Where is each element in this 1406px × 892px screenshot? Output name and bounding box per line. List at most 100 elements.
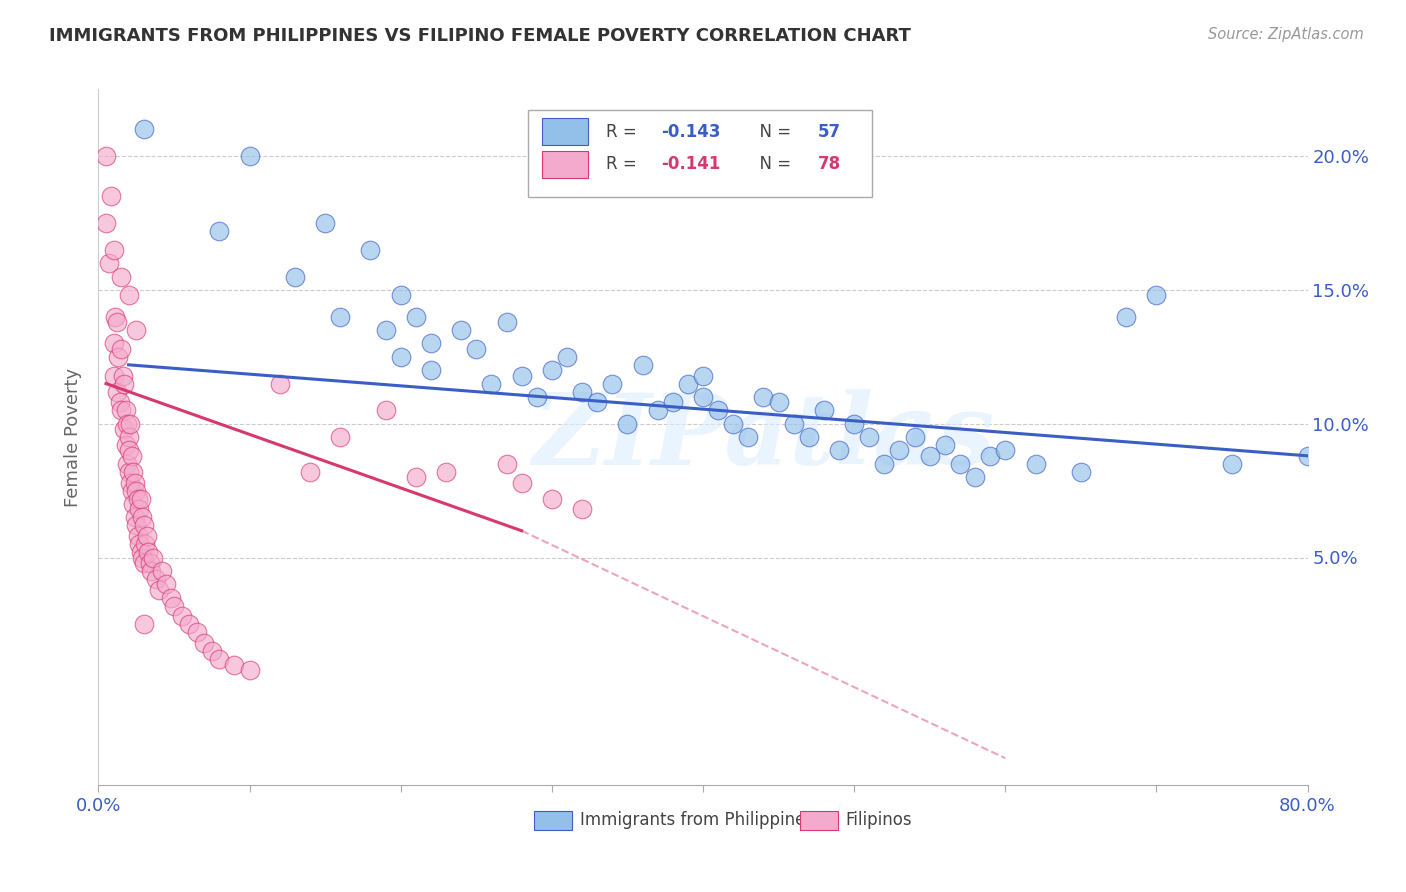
Point [148, 582, 170, 597]
Point [555, 350, 578, 364]
Point [145, 572, 167, 586]
Point [160, 591, 183, 605]
Point [115, 457, 138, 471]
Point [239, 149, 262, 163]
Point [450, 323, 472, 337]
Point [150, 564, 173, 578]
Point [616, 417, 638, 431]
Text: Immigrants from Philippines: Immigrants from Philippines [579, 812, 814, 830]
Point [122, 465, 145, 479]
Point [131, 550, 153, 565]
Point [208, 224, 231, 238]
Point [120, 475, 142, 490]
Point [111, 368, 134, 383]
Point [125, 518, 148, 533]
Point [571, 384, 593, 399]
Point [571, 502, 593, 516]
Text: ZIPatlas: ZIPatlas [533, 389, 994, 485]
Point [120, 417, 142, 431]
Point [128, 537, 150, 551]
Text: IMMIGRANTS FROM PHILIPPINES VS FILIPINO FEMALE POVERTY CORRELATION CHART: IMMIGRANTS FROM PHILIPPINES VS FILIPINO … [49, 27, 911, 45]
Point [692, 368, 714, 383]
Point [783, 417, 806, 431]
Point [405, 310, 427, 324]
Point [420, 363, 443, 377]
Point [314, 216, 336, 230]
Point [110, 269, 132, 284]
Point [193, 636, 215, 650]
Point [979, 449, 1001, 463]
Point [510, 368, 533, 383]
Point [129, 491, 152, 506]
Point [813, 403, 835, 417]
Point [132, 518, 155, 533]
Point [135, 529, 157, 543]
Point [737, 430, 759, 444]
Point [540, 491, 562, 506]
Point [163, 599, 186, 613]
Bar [543, 151, 588, 178]
Point [828, 443, 851, 458]
Point [105, 315, 128, 329]
Point [692, 390, 714, 404]
Text: Filipinos: Filipinos [845, 812, 912, 830]
Point [94, 149, 117, 163]
Point [420, 336, 443, 351]
Point [752, 390, 775, 404]
Point [139, 556, 162, 570]
Text: N =: N = [749, 155, 796, 173]
Point [434, 465, 457, 479]
Bar [534, 811, 572, 830]
Point [1220, 457, 1243, 471]
Point [107, 350, 129, 364]
Point [723, 417, 745, 431]
Point [131, 510, 153, 524]
Point [768, 395, 790, 409]
Point [797, 430, 820, 444]
Point [465, 342, 488, 356]
Point [602, 376, 624, 391]
Point [374, 323, 396, 337]
Point [170, 609, 193, 624]
Point [994, 443, 1017, 458]
Point [586, 395, 609, 409]
Point [1070, 465, 1092, 479]
Point [299, 465, 322, 479]
Point [329, 430, 352, 444]
Point [495, 457, 517, 471]
Point [98, 256, 121, 270]
Point [124, 510, 146, 524]
Text: -0.141: -0.141 [661, 155, 720, 173]
Point [186, 625, 208, 640]
Point [103, 243, 125, 257]
Text: -0.143: -0.143 [661, 122, 720, 141]
Point [676, 376, 699, 391]
Point [889, 443, 911, 458]
Point [360, 243, 382, 257]
Point [179, 617, 201, 632]
Point [132, 556, 155, 570]
Point [155, 577, 177, 591]
Text: 57: 57 [818, 122, 841, 141]
Point [1144, 288, 1167, 302]
Point [495, 315, 517, 329]
Point [134, 537, 156, 551]
Point [115, 417, 138, 431]
Point [104, 310, 127, 324]
Bar [543, 119, 588, 145]
Point [103, 336, 125, 351]
Point [389, 288, 412, 302]
Point [121, 449, 143, 463]
Point [707, 403, 730, 417]
Text: 78: 78 [818, 155, 841, 173]
Point [1115, 310, 1137, 324]
Point [1296, 449, 1319, 463]
Point [1024, 457, 1046, 471]
Point [918, 449, 941, 463]
Point [132, 122, 155, 136]
Point [112, 376, 135, 391]
Point [125, 483, 148, 498]
Text: R =: R = [606, 122, 643, 141]
Point [389, 350, 412, 364]
Point [526, 390, 548, 404]
